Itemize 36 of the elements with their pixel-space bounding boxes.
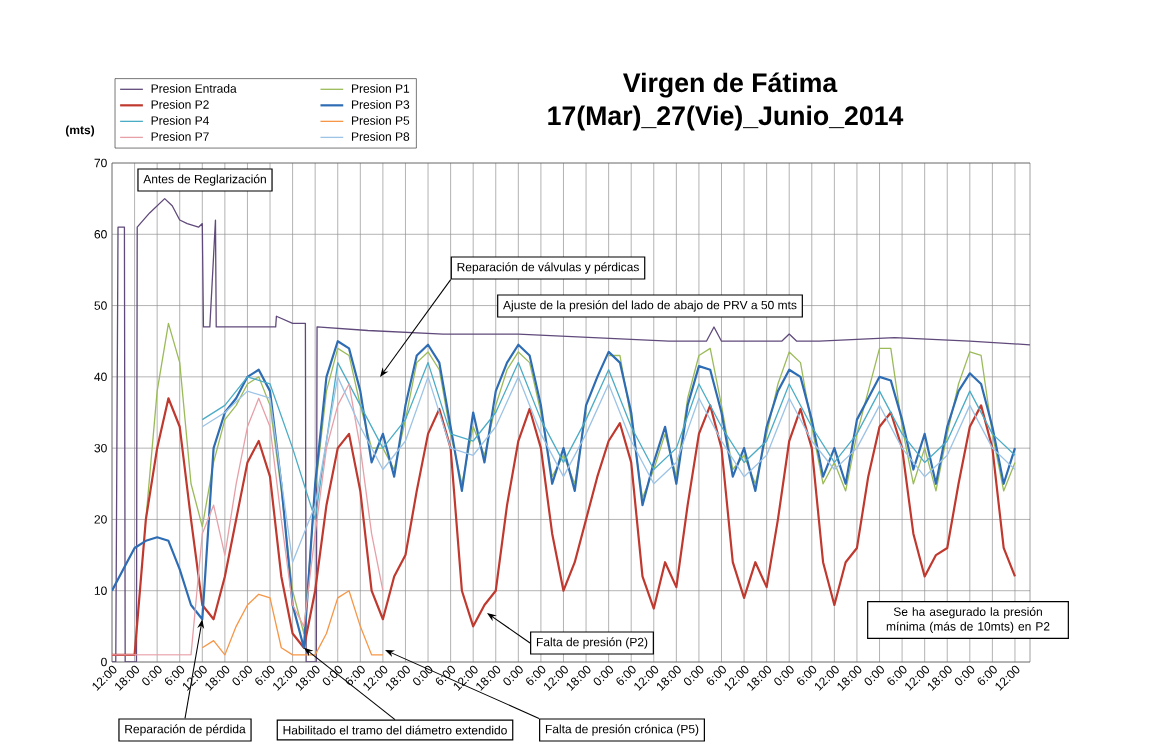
legend-label: Presion P2 — [151, 99, 209, 109]
annotation: Antes de Reglarización — [143, 174, 266, 186]
y-tick-label: 10 — [94, 586, 107, 595]
legend-label: Presion P5 — [351, 116, 410, 125]
y-axis-title: (mts) — [65, 125, 95, 137]
y-tick-label: 50 — [94, 301, 107, 310]
x-tick-label: 6:00 — [706, 665, 726, 686]
legend-label: Presion P7 — [151, 132, 209, 141]
legend-label: Presion P1 — [351, 83, 410, 93]
line-series — [201, 361, 1016, 521]
text: Falta de presión crónica (P5) — [545, 724, 699, 736]
x-tick-label: 6:00 — [255, 665, 275, 686]
y-tick-label: 40 — [94, 372, 107, 382]
x-tick-label: 6:00 — [977, 665, 997, 686]
chart-subtitle: 17(Mar)_27(Vie)_Junio_2014 — [548, 105, 904, 131]
legend-label: Presion P8 — [351, 132, 410, 141]
x-tick-label: 6:00 — [345, 665, 365, 686]
legend-label: Presion P4 — [151, 116, 209, 125]
annotation: Ajuste de la presión del lado de abajo de PRV a 50 mts — [503, 300, 797, 312]
annotation: Falta de presión (P2) — [536, 637, 648, 649]
y-tick-label: 60 — [94, 230, 107, 239]
x-tick-label: 6:00 — [526, 665, 546, 686]
y-tick-label: 70 — [94, 158, 107, 168]
y-tick-label: 30 — [94, 443, 107, 453]
chart-title: Virgen de Fátima — [623, 72, 838, 98]
y-tick-label: 0 — [101, 657, 107, 667]
y-tick-label: 20 — [94, 515, 107, 524]
annotation: Reparación de pérdida — [125, 724, 246, 736]
annotation: Habilitado el tramo del diámetro extendido — [283, 725, 507, 735]
x-tick-label: 6:00 — [887, 665, 907, 686]
legend-label: Presion Entrada — [151, 83, 237, 93]
annotation: Se ha asegurado la presión mínima (más de 10mts) en P2 — [886, 607, 1050, 633]
legend-label: Presion P3 — [351, 99, 410, 109]
annotation: Reparación de válvulas y pérdicas — [457, 262, 639, 274]
x-tick-label: 6:00 — [616, 665, 636, 686]
line-series — [201, 376, 1016, 563]
